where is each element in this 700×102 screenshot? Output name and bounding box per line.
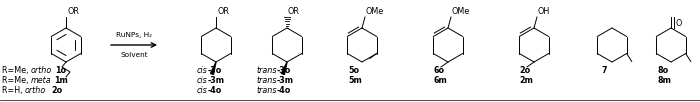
Text: OMe: OMe (366, 7, 384, 16)
Text: OR: OR (217, 7, 229, 16)
Text: 1o: 1o (55, 66, 66, 75)
Text: OR: OR (288, 7, 300, 16)
Text: cis: cis (197, 66, 208, 75)
Text: Solvent: Solvent (120, 52, 148, 58)
Text: -3o: -3o (208, 66, 222, 75)
Text: RuNPs, H₂: RuNPs, H₂ (116, 32, 152, 38)
Text: 6m: 6m (433, 76, 447, 85)
Polygon shape (281, 62, 287, 74)
Text: -3o: -3o (276, 66, 290, 75)
Text: O: O (675, 18, 681, 28)
Text: cis: cis (197, 76, 208, 85)
Text: trans: trans (256, 86, 276, 95)
Text: 7: 7 (601, 66, 606, 75)
Text: trans: trans (256, 66, 276, 75)
Text: OH: OH (538, 7, 550, 16)
Text: R=Me,: R=Me, (2, 66, 31, 75)
Text: trans: trans (256, 76, 276, 85)
Text: -3m: -3m (208, 76, 225, 85)
Text: R=H,: R=H, (2, 86, 25, 95)
Text: OR: OR (67, 7, 79, 16)
Text: 8o: 8o (658, 66, 669, 75)
Text: -3m: -3m (276, 76, 293, 85)
Text: OMe: OMe (452, 7, 470, 16)
Text: 2o: 2o (51, 86, 62, 95)
Text: 2o: 2o (519, 66, 530, 75)
Text: R=Me,: R=Me, (2, 76, 31, 85)
Text: 5m: 5m (348, 76, 362, 85)
Text: 2m: 2m (519, 76, 533, 85)
Text: meta: meta (31, 76, 52, 85)
Text: ortho: ortho (31, 66, 52, 75)
Text: -4o: -4o (208, 86, 222, 95)
Text: 5o: 5o (348, 66, 359, 75)
Text: 6o: 6o (433, 66, 444, 75)
Polygon shape (211, 62, 216, 74)
Text: cis: cis (197, 86, 208, 95)
Text: -4o: -4o (276, 86, 290, 95)
Text: ortho: ortho (25, 86, 46, 95)
Text: 1m: 1m (54, 76, 68, 85)
Text: 8m: 8m (658, 76, 672, 85)
